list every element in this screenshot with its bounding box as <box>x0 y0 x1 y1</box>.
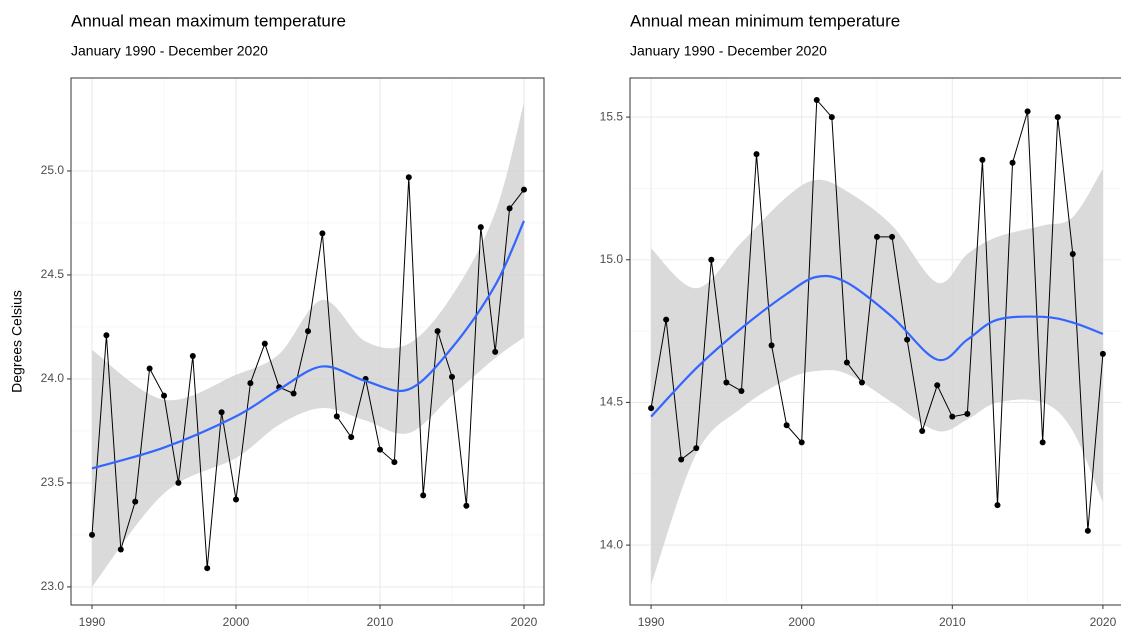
chart-title: Annual mean minimum temperature <box>630 11 900 30</box>
panel-border <box>70 77 545 606</box>
data-point <box>1099 350 1106 357</box>
x-tick-label: 2000 <box>223 615 250 629</box>
smooth-line <box>650 274 1104 418</box>
data-point <box>247 380 254 387</box>
data-point <box>934 382 941 389</box>
data-point <box>506 205 513 212</box>
data-point <box>813 96 820 103</box>
y-tick-label: 15.5 <box>600 109 624 123</box>
data-point <box>376 446 383 453</box>
data-point <box>648 405 655 412</box>
y-tick-label: 24.0 <box>41 371 65 385</box>
smooth-line <box>91 220 525 470</box>
data-point <box>146 365 153 372</box>
data-point <box>1024 108 1031 115</box>
data-point <box>964 410 971 417</box>
x-tick-label: 1990 <box>638 615 665 629</box>
data-point <box>753 151 760 158</box>
data-point <box>261 340 268 347</box>
data-point <box>843 359 850 366</box>
panel-border <box>629 77 1121 606</box>
data-point <box>858 379 865 386</box>
data-point <box>492 348 499 355</box>
data-point <box>448 373 455 380</box>
x-tick-label: 2020 <box>1090 615 1117 629</box>
data-point <box>391 459 398 466</box>
x-tick-label: 2000 <box>788 615 815 629</box>
data-point <box>520 186 527 193</box>
y-tick-label: 23.5 <box>41 475 65 489</box>
data-point <box>828 114 835 121</box>
data-point <box>89 531 96 538</box>
data-point <box>348 434 355 441</box>
data-point <box>333 413 340 420</box>
data-point <box>798 439 805 446</box>
y-tick-label: 25.0 <box>41 163 65 177</box>
x-tick-label: 2010 <box>367 615 394 629</box>
chart-subtitle: January 1990 - December 2020 <box>630 43 827 59</box>
y-axis-label: Degrees Celsius <box>9 290 25 393</box>
data-point <box>1009 159 1016 166</box>
data-point <box>1039 439 1046 446</box>
data-point <box>889 233 896 240</box>
data-point <box>1054 114 1061 121</box>
x-tick-label: 1990 <box>79 615 106 629</box>
y-tick-label: 14.5 <box>600 395 624 409</box>
data-point <box>994 502 1001 509</box>
x-tick-label: 2020 <box>511 615 538 629</box>
x-tick-label: 2010 <box>939 615 966 629</box>
data-point <box>189 353 196 360</box>
y-tick-label: 14.0 <box>600 537 624 551</box>
data-point <box>919 427 926 434</box>
data-point <box>290 390 297 397</box>
data-point <box>477 224 484 231</box>
y-tick-label: 24.5 <box>41 267 65 281</box>
confidence-band <box>651 168 1103 586</box>
data-point <box>768 342 775 349</box>
y-tick-label: 23.0 <box>41 579 65 593</box>
y-tick-label: 15.0 <box>600 252 624 266</box>
data-point <box>693 445 700 452</box>
data-point <box>874 233 880 240</box>
data-point <box>204 565 211 572</box>
data-point <box>103 332 110 339</box>
data-point <box>783 422 790 429</box>
data-point <box>218 409 225 416</box>
data-point <box>463 502 470 509</box>
data-point <box>708 256 715 263</box>
data-point <box>405 174 412 181</box>
data-point <box>420 492 427 499</box>
chart-subtitle: January 1990 - December 2020 <box>71 43 268 59</box>
data-point <box>904 336 911 343</box>
data-point <box>663 316 670 323</box>
data-point <box>1069 251 1076 258</box>
data-point <box>117 546 124 553</box>
data-point <box>305 328 312 335</box>
data-point <box>979 156 986 163</box>
data-point <box>738 388 745 395</box>
data-point <box>175 479 182 486</box>
data-point <box>132 498 139 505</box>
data-point <box>723 379 730 386</box>
data-point <box>233 496 240 503</box>
data-point <box>1084 527 1091 534</box>
data-point <box>434 328 441 335</box>
data-point <box>949 413 956 420</box>
data-point <box>319 230 326 237</box>
data-point <box>678 456 685 463</box>
data-point <box>161 392 168 399</box>
chart-title: Annual mean maximum temperature <box>71 11 346 30</box>
